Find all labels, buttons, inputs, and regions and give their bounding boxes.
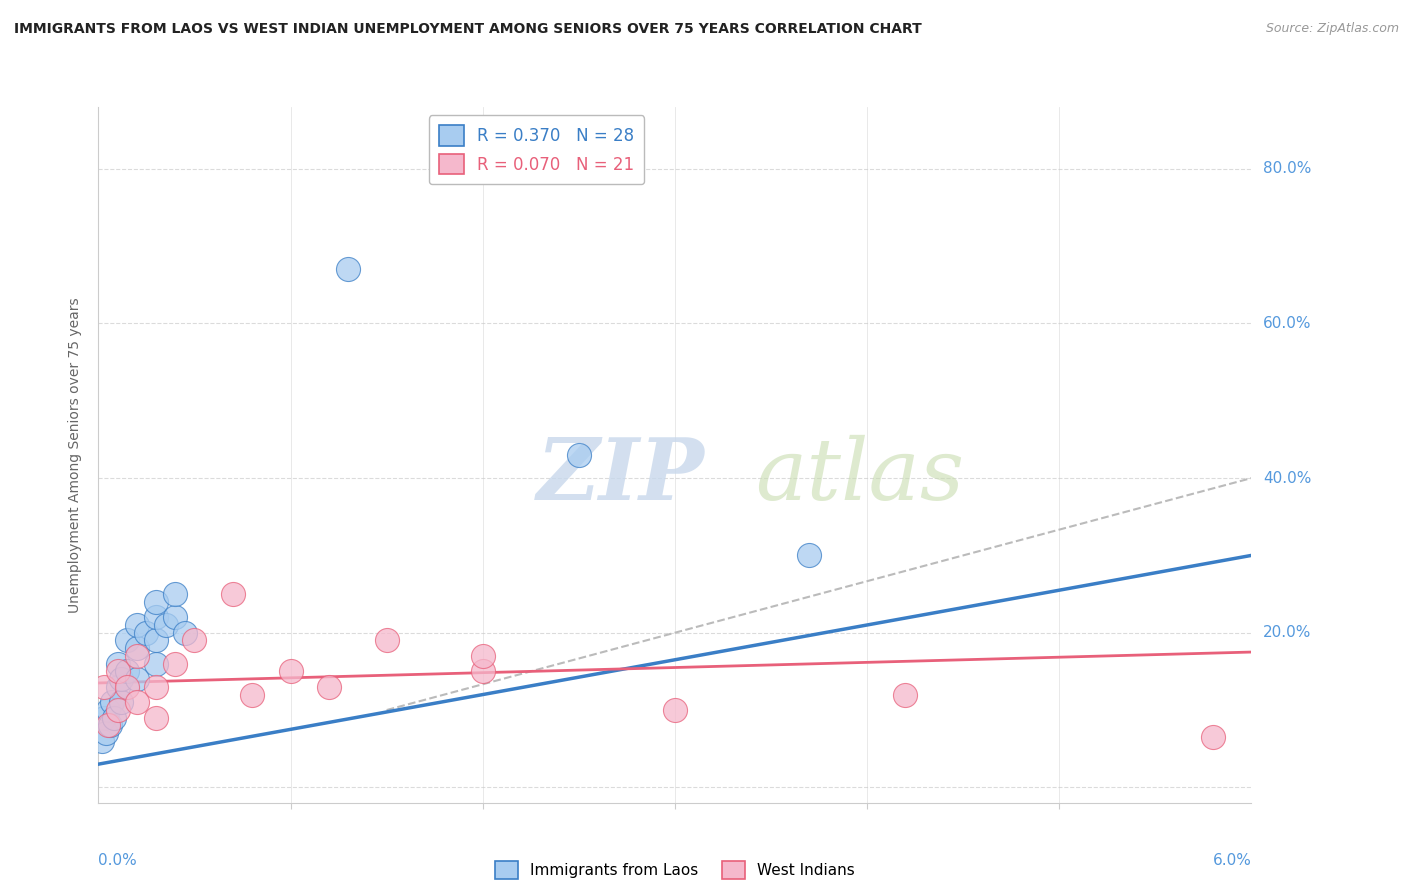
Point [125, 695, 148, 709]
Point [240, 688, 263, 702]
Point [568, 448, 591, 462]
Text: 80.0%: 80.0% [1263, 161, 1312, 177]
Point [107, 680, 129, 694]
Point [222, 587, 245, 601]
Point [97, 703, 120, 717]
Point [97, 718, 120, 732]
Point [165, 587, 187, 601]
Point [107, 703, 129, 717]
Point [93, 711, 115, 725]
Point [145, 657, 167, 671]
Point [375, 633, 398, 648]
Text: 40.0%: 40.0% [1263, 471, 1312, 485]
Point [110, 672, 132, 686]
Point [1202, 730, 1225, 744]
Point [183, 633, 205, 648]
Point [165, 657, 187, 671]
Text: atlas: atlas [755, 434, 965, 517]
Legend: Immigrants from Laos, West Indians: Immigrants from Laos, West Indians [489, 855, 860, 886]
Point [664, 703, 686, 717]
Point [110, 695, 132, 709]
Point [94, 726, 117, 740]
Point [145, 711, 167, 725]
Text: 60.0%: 60.0% [1263, 316, 1312, 331]
Text: IMMIGRANTS FROM LAOS VS WEST INDIAN UNEMPLOYMENT AMONG SENIORS OVER 75 YEARS COR: IMMIGRANTS FROM LAOS VS WEST INDIAN UNEM… [14, 22, 922, 37]
Point [107, 665, 129, 679]
Text: 20.0%: 20.0% [1263, 625, 1312, 640]
Point [471, 648, 494, 663]
Point [145, 633, 167, 648]
Point [117, 633, 139, 648]
Point [145, 680, 167, 694]
Point [337, 262, 360, 277]
Point [125, 672, 148, 686]
Point [799, 549, 821, 563]
Text: 0.0%: 0.0% [98, 854, 138, 868]
Point [93, 680, 115, 694]
Point [318, 680, 340, 694]
Point [125, 641, 148, 656]
Point [471, 665, 494, 679]
Point [174, 625, 197, 640]
Text: ZIP: ZIP [537, 434, 704, 517]
Point [894, 688, 917, 702]
Point [155, 618, 177, 632]
Point [103, 711, 125, 725]
Text: 6.0%: 6.0% [1212, 854, 1251, 868]
Point [117, 665, 139, 679]
Point [125, 618, 148, 632]
Point [165, 610, 187, 624]
Point [117, 680, 139, 694]
Text: Source: ZipAtlas.com: Source: ZipAtlas.com [1265, 22, 1399, 36]
Point [107, 657, 129, 671]
Point [98, 718, 121, 732]
Point [101, 695, 124, 709]
Point [145, 610, 167, 624]
Point [280, 665, 302, 679]
Y-axis label: Unemployment Among Seniors over 75 years: Unemployment Among Seniors over 75 years [69, 297, 83, 613]
Point [125, 648, 148, 663]
Point [145, 595, 167, 609]
Point [135, 625, 157, 640]
Point [91, 734, 114, 748]
